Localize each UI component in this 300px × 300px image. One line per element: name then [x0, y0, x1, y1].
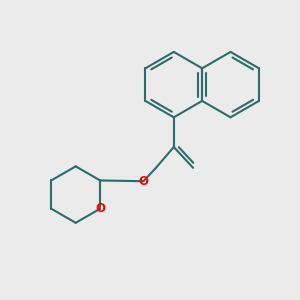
Text: O: O: [139, 175, 148, 188]
Text: O: O: [95, 202, 105, 215]
